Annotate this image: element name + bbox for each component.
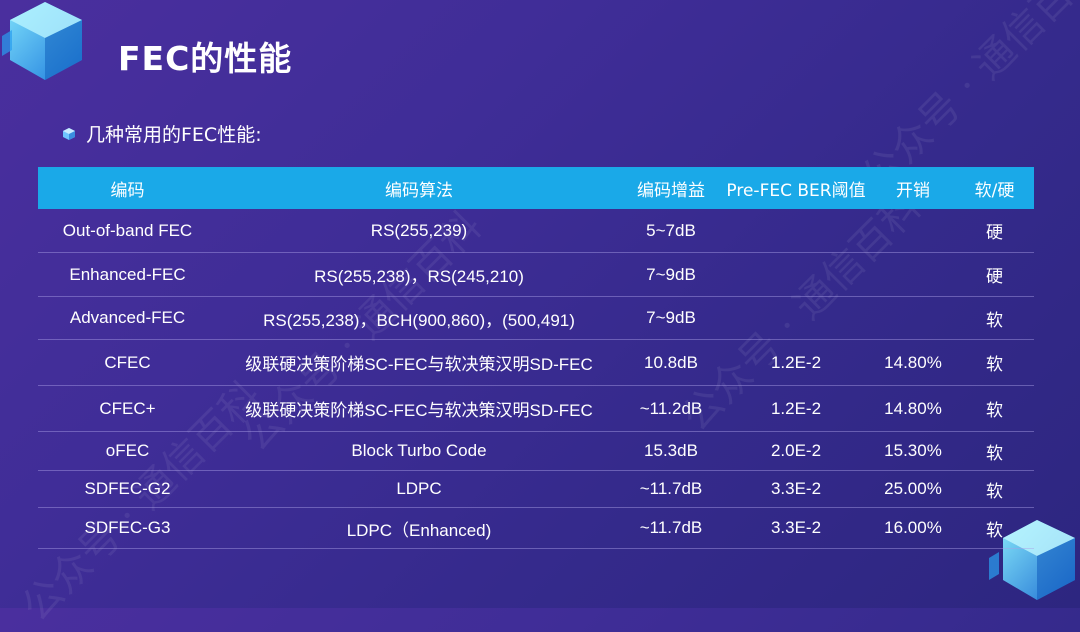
table-row: SDFEC-G3 LDPC（Enhanced) ~11.7dB 3.3E-2 1… xyxy=(38,507,1034,549)
cell-algorithm: Block Turbo Code xyxy=(217,431,621,471)
header-gain: 编码增益 xyxy=(637,180,705,201)
cell-ber-threshold: 1.2E-2 xyxy=(721,339,871,386)
cell-overhead: 25.00% xyxy=(871,470,955,508)
cell-gain: ~11.2dB xyxy=(621,385,721,432)
cell-gain: 10.8dB xyxy=(621,339,721,386)
cell-ber-threshold: 3.3E-2 xyxy=(721,470,871,508)
cell-algorithm: RS(255,238)，RS(245,210) xyxy=(217,252,621,297)
subtitle: 几种常用的FEC性能: xyxy=(62,120,262,147)
table-row: CFEC 级联硬决策阶梯SC-FEC与软决策汉明SD-FEC 10.8dB 1.… xyxy=(38,339,1034,386)
cell-overhead: 14.80% xyxy=(871,339,955,386)
cell-gain: 15.3dB xyxy=(621,431,721,471)
cell-code: CFEC+ xyxy=(38,385,217,432)
page-title: FEC的性能 xyxy=(118,39,293,78)
cell-algorithm: 级联硬决策阶梯SC-FEC与软决策汉明SD-FEC xyxy=(217,385,621,432)
cell-ber-threshold: 2.0E-2 xyxy=(721,431,871,471)
cell-gain: 5~7dB xyxy=(621,209,721,253)
cell-soft-hard: 软 xyxy=(955,339,1034,386)
cell-overhead: 16.00% xyxy=(871,507,955,549)
table-row: Out-of-band FEC RS(255,239) 5~7dB 硬 xyxy=(38,209,1034,253)
cell-ber-threshold xyxy=(721,252,871,297)
cell-soft-hard: 软 xyxy=(955,431,1034,471)
cell-soft-hard: 硬 xyxy=(955,252,1034,297)
header-ber-threshold: Pre-FEC BER阈值 xyxy=(726,180,866,201)
cell-ber-threshold: 1.2E-2 xyxy=(721,385,871,432)
cell-code: CFEC xyxy=(38,339,217,386)
cell-algorithm: RS(255,238)，BCH(900,860)，(500,491) xyxy=(217,296,621,340)
cell-code: Out-of-band FEC xyxy=(38,209,217,253)
cell-code: Advanced-FEC xyxy=(38,296,217,340)
cell-ber-threshold xyxy=(721,209,871,253)
cell-soft-hard: 软 xyxy=(955,385,1034,432)
table-row: Advanced-FEC RS(255,238)，BCH(900,860)，(5… xyxy=(38,296,1034,340)
cell-soft-hard: 软 xyxy=(955,507,1034,549)
cell-algorithm: LDPC（Enhanced) xyxy=(217,507,621,549)
cell-gain: ~11.7dB xyxy=(621,507,721,549)
cell-algorithm: 级联硬决策阶梯SC-FEC与软决策汉明SD-FEC xyxy=(217,339,621,386)
table-row: SDFEC-G2 LDPC ~11.7dB 3.3E-2 25.00% 软 xyxy=(38,470,1034,508)
subtitle-text: 几种常用的FEC性能: xyxy=(86,124,262,146)
cell-soft-hard: 软 xyxy=(955,296,1034,340)
cell-overhead: 14.80% xyxy=(871,385,955,432)
fec-performance-table: 编码 编码算法 编码增益 Pre-FEC BER阈值 开销 软/硬 Out-of… xyxy=(38,167,1034,549)
cell-overhead xyxy=(871,252,955,297)
cell-code: oFEC xyxy=(38,431,217,471)
table-row: CFEC+ 级联硬决策阶梯SC-FEC与软决策汉明SD-FEC ~11.2dB … xyxy=(38,385,1034,432)
cell-overhead xyxy=(871,296,955,340)
header-code: 编码 xyxy=(110,180,145,201)
cell-ber-threshold: 3.3E-2 xyxy=(721,507,871,549)
cube-logo-icon xyxy=(2,2,82,80)
cell-algorithm: RS(255,239) xyxy=(217,209,621,253)
cell-soft-hard: 软 xyxy=(955,470,1034,508)
header-algorithm: 编码算法 xyxy=(385,180,453,201)
cell-gain: 7~9dB xyxy=(621,252,721,297)
cell-soft-hard: 硬 xyxy=(955,209,1034,253)
cell-gain: ~11.7dB xyxy=(621,470,721,508)
header-soft-hard: 软/硬 xyxy=(974,180,1015,201)
cell-algorithm: LDPC xyxy=(217,470,621,508)
cell-gain: 7~9dB xyxy=(621,296,721,340)
cell-ber-threshold xyxy=(721,296,871,340)
cell-code: SDFEC-G3 xyxy=(38,507,217,549)
table-header-row: 编码 编码算法 编码增益 Pre-FEC BER阈值 开销 软/硬 xyxy=(38,167,1034,209)
cube-bullet-icon xyxy=(63,127,75,140)
cell-overhead xyxy=(871,209,955,253)
cell-code: SDFEC-G2 xyxy=(38,470,217,508)
cell-code: Enhanced-FEC xyxy=(38,252,217,297)
cell-overhead: 15.30% xyxy=(871,431,955,471)
header-overhead: 开销 xyxy=(896,180,930,201)
table-row: oFEC Block Turbo Code 15.3dB 2.0E-2 15.3… xyxy=(38,431,1034,471)
table-row: Enhanced-FEC RS(255,238)，RS(245,210) 7~9… xyxy=(38,252,1034,297)
